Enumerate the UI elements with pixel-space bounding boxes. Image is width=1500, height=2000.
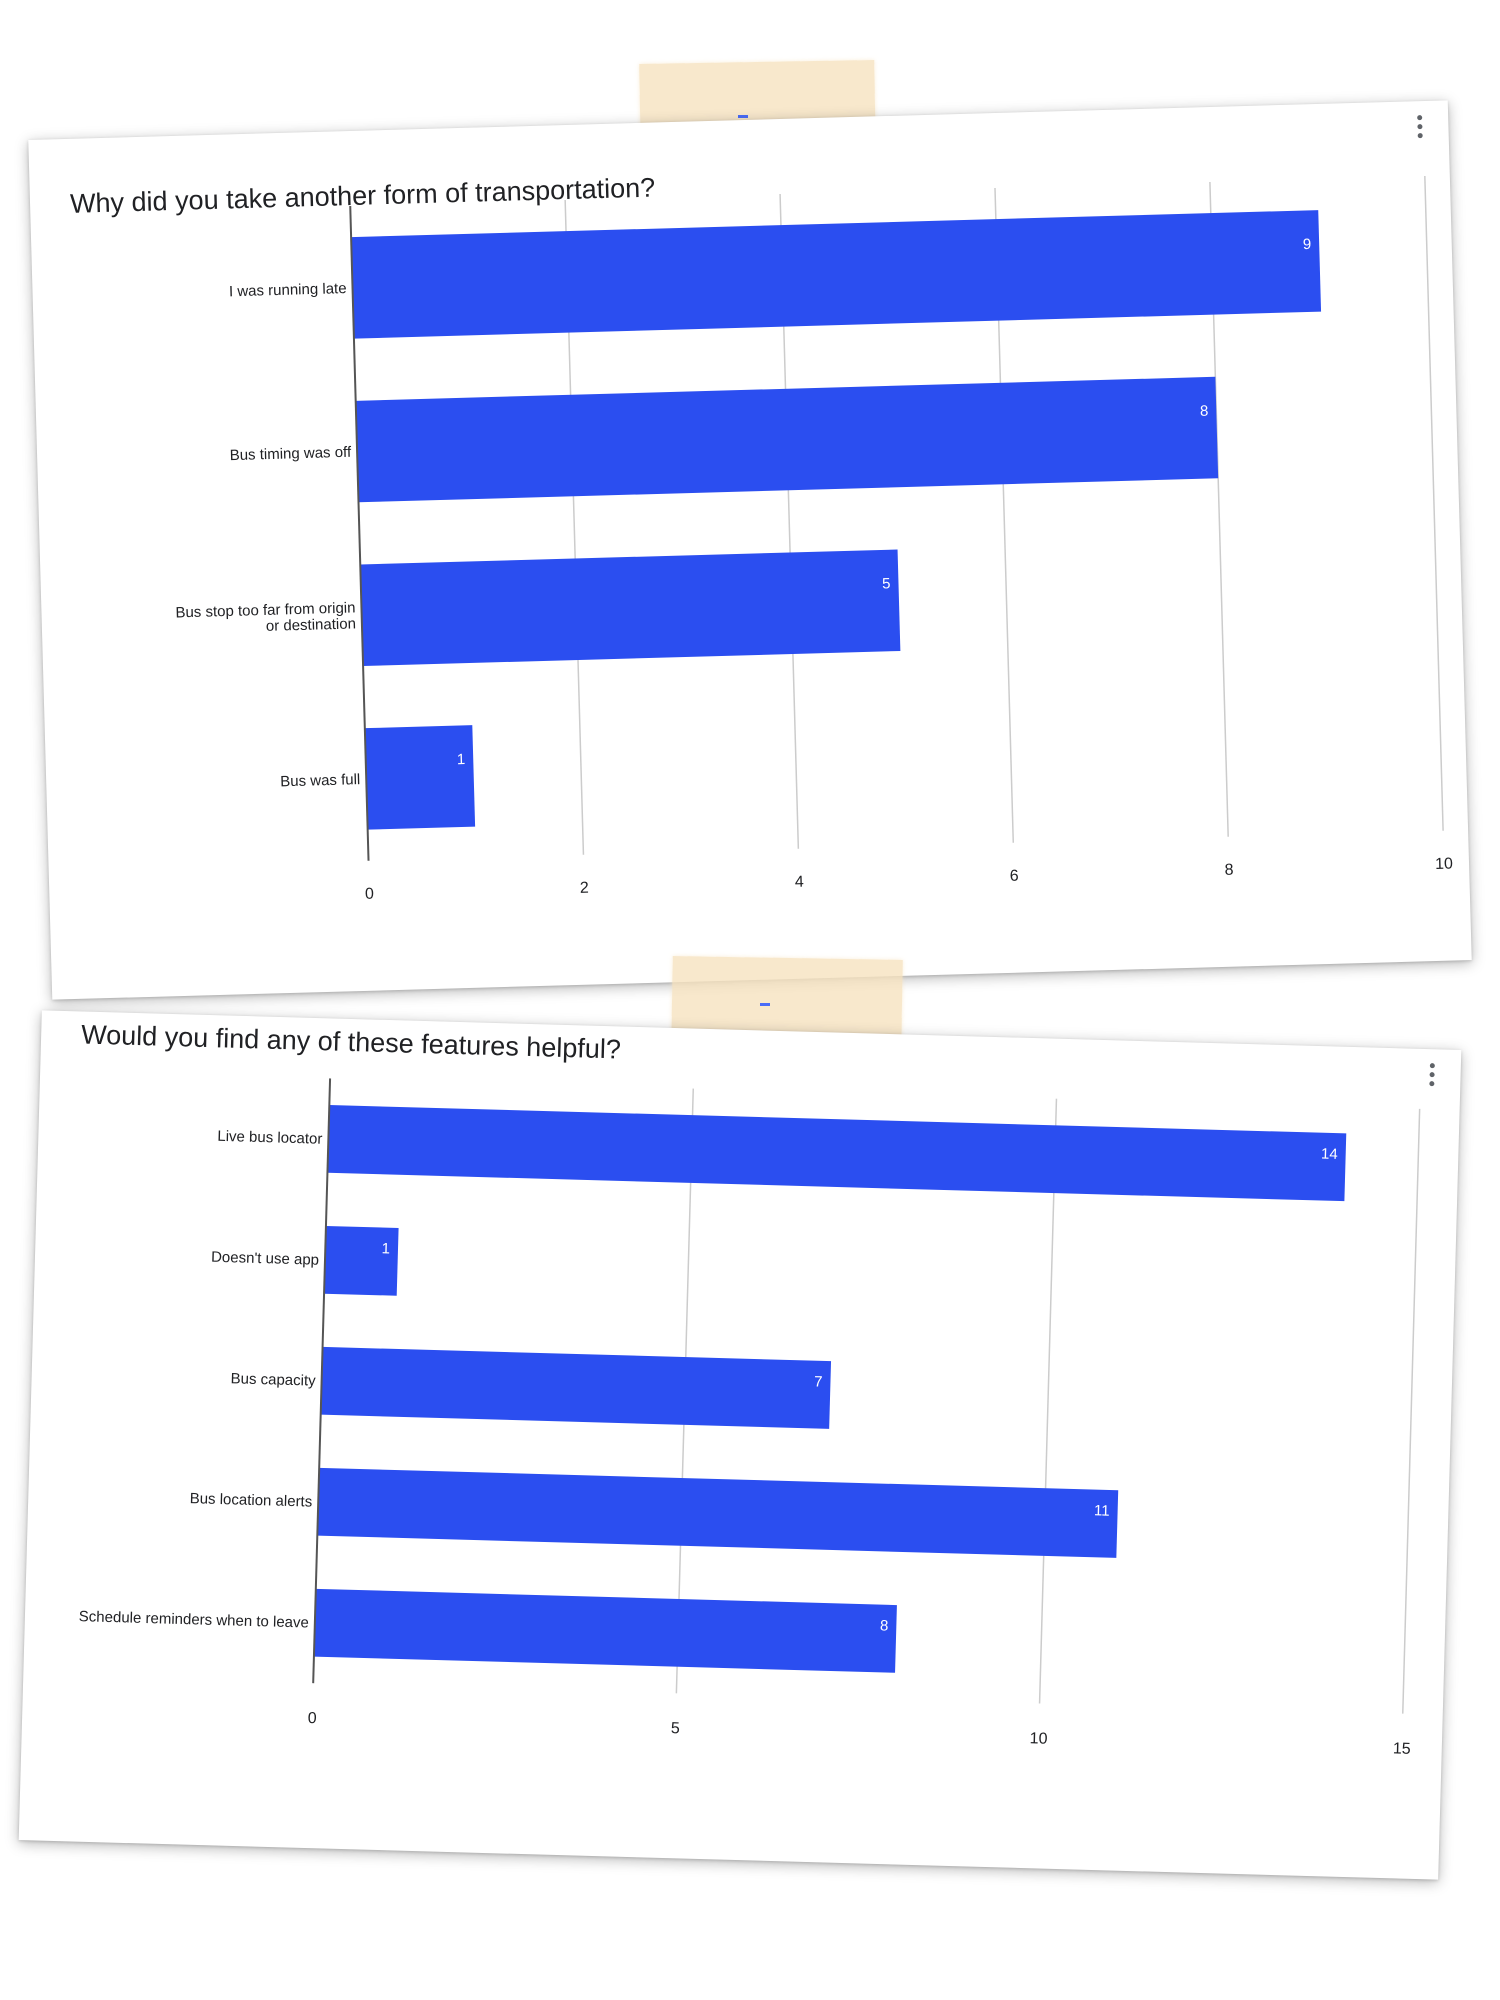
x-tick-label: 5 <box>671 1720 680 1737</box>
bar-data-label: 8 <box>1200 403 1209 420</box>
x-tick-label: 4 <box>795 874 804 891</box>
bar-data-label: 9 <box>1303 236 1312 253</box>
tape-mark-top <box>738 115 748 118</box>
bar-data-label: 1 <box>457 751 466 768</box>
bar-data-label: 8 <box>880 1617 889 1634</box>
bar-data-label: 11 <box>1094 1502 1110 1519</box>
bar <box>351 210 1322 339</box>
bar-data-label: 14 <box>1321 1145 1338 1162</box>
bar <box>320 1346 832 1429</box>
y-axis-line <box>349 205 370 861</box>
bar <box>327 1105 1347 1202</box>
y-category-label: Bus stop too far from originor destinati… <box>175 599 356 637</box>
chart-card-features: Would you find any of these features hel… <box>18 1010 1462 1880</box>
bar-data-label: 1 <box>381 1240 390 1257</box>
bar <box>355 376 1219 503</box>
gridline <box>1038 1098 1058 1704</box>
y-category-label: I was running late <box>229 280 347 300</box>
y-category-label: Bus capacity <box>230 1370 316 1389</box>
bar-data-label: 5 <box>882 575 891 592</box>
y-category-label: Bus timing was off <box>229 444 352 464</box>
bar <box>317 1467 1119 1558</box>
y-category-label: Doesn't use app <box>211 1249 319 1269</box>
bar-chart-transportation: 0 2 4 6 8 10 9 I was running late 8 Bus timing wa… <box>175 175 1453 903</box>
x-tick-label: 15 <box>1393 1740 1411 1757</box>
x-tick-label: 10 <box>1029 1730 1047 1747</box>
y-category-label: Bus location alerts <box>189 1490 312 1510</box>
x-tick-label: 8 <box>1224 862 1233 879</box>
x-tick-label: 2 <box>580 880 589 897</box>
bar <box>364 725 476 830</box>
bar-chart-features: 0 5 10 15 14 Live bus locator 1 Doesn't use app… <box>79 1078 1421 1758</box>
y-axis-line <box>312 1078 332 1684</box>
bar <box>360 549 901 666</box>
x-tick-label: 0 <box>365 886 374 903</box>
gridline <box>1424 175 1444 831</box>
tape-mark-middle <box>760 1003 770 1006</box>
bar <box>313 1588 897 1673</box>
gridline <box>1402 1108 1421 1714</box>
chart-card-transportation: Why did you take another form of transpo… <box>28 100 1472 1000</box>
x-tick-label: 10 <box>1435 855 1453 872</box>
y-category-label: Live bus locator <box>217 1128 322 1148</box>
bar-data-label: 7 <box>814 1373 823 1390</box>
bar <box>324 1225 399 1296</box>
x-tick-label: 6 <box>1010 868 1019 885</box>
y-category-label: Bus was full <box>280 771 360 790</box>
x-tick-label: 0 <box>308 1710 317 1727</box>
y-category-label: Schedule reminders when to leave <box>79 1608 310 1631</box>
